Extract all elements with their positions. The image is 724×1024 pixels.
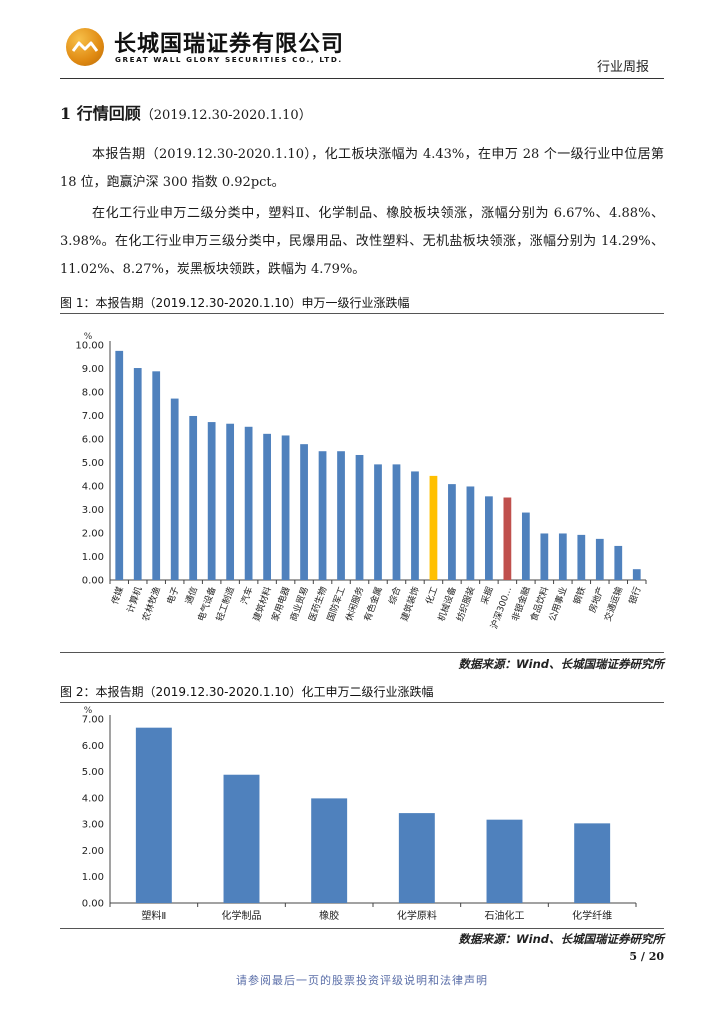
bar-银行 — [632, 569, 641, 580]
x-tick-label: 通信 — [183, 585, 200, 606]
figure-1-title: 图 1：本报告期（2019.12.30-2020.1.10）申万一级行业涨跌幅 — [60, 296, 410, 310]
bar-综合 — [392, 464, 401, 580]
bar-纺织服装 — [466, 486, 475, 580]
bar-汽车 — [244, 426, 253, 580]
y-tick-label: 2.00 — [82, 529, 104, 540]
x-tick-label: 塑料Ⅱ — [141, 909, 166, 922]
figure-1-top-rule — [60, 313, 664, 314]
y-tick-label: 1.00 — [82, 552, 104, 563]
y-tick-label: 10.00 — [75, 341, 104, 352]
bar-农林牧渔 — [152, 371, 161, 580]
x-tick-label: 计算机 — [124, 585, 145, 614]
bar-化工 — [429, 475, 438, 580]
y-tick-label: 4.00 — [82, 482, 104, 493]
bar-房地产 — [595, 538, 604, 580]
x-tick-label: 化学纤维 — [572, 909, 612, 922]
bar-塑料Ⅱ — [135, 727, 172, 903]
y-tick-label: 1.00 — [82, 872, 104, 883]
x-tick-label: 汽车 — [238, 585, 255, 606]
section-period: （2019.12.30-2020.1.10） — [140, 108, 312, 123]
x-tick-label: 化工 — [423, 585, 440, 606]
page-number: 5 / 20 — [629, 950, 664, 963]
x-tick-label: 综合 — [386, 585, 403, 606]
bar-化学原料 — [398, 813, 435, 903]
x-tick-label: 电子 — [164, 585, 181, 606]
figure-1-source: 数据来源：Wind、长城国瑞证券研究所 — [458, 657, 664, 671]
y-tick-label: 7.00 — [82, 411, 104, 422]
figure-2-title: 图 2：本报告期（2019.12.30-2020.1.10）化工申万二级行业涨跌… — [60, 685, 434, 699]
y-tick-label: 9.00 — [82, 364, 104, 375]
bar-机械设备 — [448, 484, 456, 580]
figure-2-bottom-rule — [60, 928, 664, 929]
paragraph-2: 在化工行业申万二级分类中，塑料Ⅱ、化学制品、橡胶板块领涨，涨幅分别为 6.67%… — [60, 206, 664, 277]
y-tick-label: 3.00 — [82, 820, 104, 831]
figure-2-top-rule — [60, 702, 664, 703]
bar-电气设备 — [207, 422, 216, 580]
y-tick-label: 2.00 — [82, 846, 104, 857]
bar-国防军工 — [337, 451, 345, 580]
header-divider — [60, 78, 664, 79]
logo-wave-icon — [72, 41, 98, 52]
bar-通信 — [189, 415, 198, 580]
bar-交通运输 — [614, 545, 623, 580]
x-tick-label: 传媒 — [109, 585, 126, 606]
y-tick-label: 6.00 — [82, 741, 104, 752]
bar-采掘 — [485, 496, 493, 580]
x-tick-label: 橡胶 — [319, 909, 339, 922]
x-tick-label: 化学原料 — [397, 909, 437, 922]
bar-钢铁 — [577, 534, 586, 580]
y-tick-label: 8.00 — [82, 388, 104, 399]
bar-化学制品 — [223, 774, 260, 903]
bar-沪深300… — [503, 497, 512, 580]
y-tick-label: 5.00 — [82, 458, 104, 469]
figure-1-bottom-rule — [60, 652, 664, 653]
x-tick-label: 采掘 — [478, 585, 495, 606]
bar-非银金融 — [521, 512, 530, 580]
bar-建筑装饰 — [411, 471, 419, 580]
y-tick-label: 0.00 — [82, 899, 104, 910]
bar-有色金属 — [374, 464, 382, 580]
figure-2-source: 数据来源：Wind、长城国瑞证券研究所 — [458, 932, 664, 946]
bar-轻工制造 — [226, 423, 235, 580]
y-tick-label: 6.00 — [82, 435, 104, 446]
bar-商业贸易 — [300, 444, 308, 580]
x-tick-label: 房地产 — [586, 585, 607, 614]
x-tick-label: 石油化工 — [485, 909, 525, 922]
x-tick-label: 化学制品 — [222, 909, 262, 922]
y-tick-label: 0.00 — [82, 576, 104, 587]
company-name-cn: 长城国瑞证券有限公司 — [114, 32, 345, 57]
bar-家用电器 — [281, 435, 290, 580]
bar-传媒 — [115, 350, 124, 580]
y-tick-label: 4.00 — [82, 793, 104, 804]
company-name-en: GREAT WALL GLORY SECURITIES CO., LTD. — [115, 55, 343, 64]
bar-休闲服务 — [355, 454, 364, 580]
x-tick-label: 钢铁 — [571, 585, 588, 606]
bar-橡胶 — [311, 798, 348, 903]
bar-医药生物 — [318, 451, 327, 580]
y-tick-label: 5.00 — [82, 767, 104, 778]
bar-电子 — [170, 398, 179, 580]
footer-disclaimer: 请参阅最后一页的股票投资评级说明和法律声明 — [236, 974, 488, 987]
y-axis-unit: % — [84, 706, 93, 716]
bar-食品饮料 — [540, 533, 549, 580]
section-heading: 1 行情回顾 — [60, 104, 141, 123]
chart-1: % 0.00 1.00 2.00 3.00 4.00 5.00 6.00 7.00 8.00 9.0… — [75, 332, 647, 631]
y-tick-label: 7.00 — [82, 715, 104, 726]
section-title: 1 行情回顾（2019.12.30-2020.1.10） — [60, 100, 312, 124]
document-type: 行业周报 — [597, 60, 650, 75]
bar-石油化工 — [486, 819, 523, 903]
bar-化学纤维 — [574, 823, 611, 903]
chart-2: % 0.00 1.00 2.00 3.00 4.00 5.00 6.00 7.00 塑料Ⅱ 化学制品… — [82, 706, 637, 922]
y-axis-unit: % — [84, 332, 93, 342]
bar-建筑材料 — [263, 433, 271, 580]
x-tick-label: 银行 — [626, 585, 643, 606]
bar-计算机 — [133, 368, 142, 580]
bar-公用事业 — [558, 533, 567, 580]
y-tick-label: 3.00 — [82, 505, 104, 516]
paragraph-1: 本报告期（2019.12.30-2020.1.10），化工板块涨幅为 4.43%… — [60, 147, 664, 190]
